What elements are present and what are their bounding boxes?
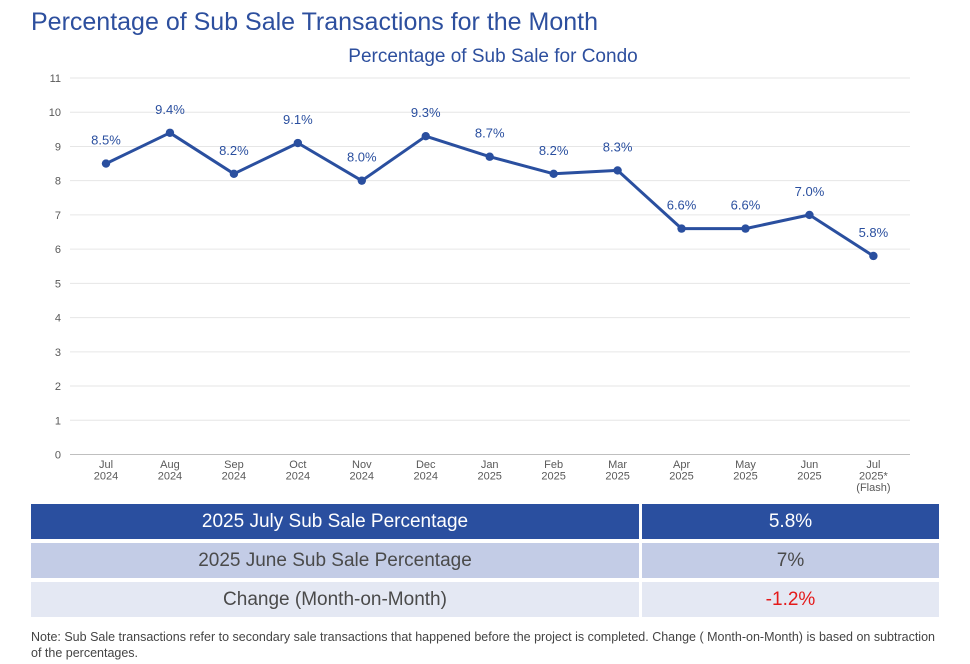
y-tick-label: 9 [55,141,61,153]
data-point [229,169,239,179]
data-label: 5.8% [859,225,889,240]
data-point [357,176,366,185]
data-label: 8.5% [91,133,121,148]
data-labels: 8.5% 9.4% 8.2% 9.1% 8.0% 9.3% 8.7% 8.2% 8.3% 6.6%… [91,102,888,240]
summary-label-july: 2025 July Sub Sale Percentage [31,504,642,539]
x-tick-label: Mar 2025 [605,459,629,483]
data-label: 8.2% [219,143,249,158]
x-axis-ticks: Jul 2024 Aug 2024 Sep 2024 Oct 2024 Nov 2024 Dec 20… [94,459,891,494]
y-tick-label: 0 [55,450,61,462]
data-point [485,152,494,161]
data-label: 9.4% [155,102,185,117]
data-point [165,128,175,137]
data-label: 6.6% [731,198,761,213]
data-point [805,210,814,220]
x-tick-label: Apr 2025 [669,459,693,483]
x-tick-label: Jul 2025* (Flash) [856,459,890,494]
data-label: 6.6% [667,198,697,213]
data-label: 9.3% [411,105,441,120]
chart-gridlines [70,77,910,455]
summary-value-july: 5.8% [642,504,939,539]
series-percentage-sub-sale [101,128,878,261]
x-tick-label: Nov 2024 [350,459,374,483]
y-tick-label: 4 [55,313,61,325]
data-label: 7.0% [795,184,825,199]
x-tick-label: Jun 2025 [797,459,821,483]
chart-title: Percentage of Sub Sale for Condo [348,46,637,67]
x-tick-label: Feb 2025 [541,459,565,483]
y-tick-label: 11 [50,73,61,85]
data-point [869,251,878,261]
summary-label-june: 2025 June Sub Sale Percentage [31,539,642,578]
footnote: Note: Sub Sale transactions refer to sec… [31,630,935,660]
data-point [613,166,622,175]
data-point [677,224,686,233]
data-point [549,169,558,179]
y-tick-label: 8 [55,176,61,188]
x-tick-label: Sep 2024 [222,459,246,483]
data-point [741,224,750,233]
summary-row-july: 2025 July Sub Sale Percentage 5.8% [31,504,939,539]
summary-row-change: Change (Month-on-Month) -1.2% [31,578,939,617]
data-point [293,138,303,148]
x-tick-label: Jan 2025 [477,459,501,483]
x-tick-label: Dec 2024 [414,459,438,483]
summary-table: 2025 July Sub Sale Percentage 5.8% 2025 … [31,504,939,617]
y-tick-label: 7 [55,210,61,222]
y-tick-label: 1 [55,415,61,427]
y-tick-label: 3 [55,347,61,359]
summary-value-change: -1.2% [642,578,939,617]
page-title: Percentage of Sub Sale Transactions for … [31,8,599,36]
summary-row-june: 2025 June Sub Sale Percentage 7% [31,539,939,578]
y-tick-label: 6 [55,244,61,256]
data-label: 8.7% [475,126,505,141]
data-label: 8.2% [539,143,569,158]
data-label: 8.3% [603,139,633,154]
x-tick-label: May 2025 [733,459,757,483]
data-label: 9.1% [283,112,313,127]
summary-label-change: Change (Month-on-Month) [31,578,642,617]
y-tick-label: 2 [55,381,61,393]
y-tick-label: 5 [55,278,61,290]
x-tick-label: Aug 2024 [158,459,182,483]
x-tick-label: Oct 2024 [286,459,310,483]
x-tick-label: Jul 2024 [94,459,118,483]
data-label: 8.0% [347,150,377,165]
summary-value-june: 7% [642,539,939,578]
data-point [101,159,111,168]
data-point [421,131,430,141]
sub-sale-line-chart: Percentage of Sub Sale for Condo 0 1 2 3 4 5 6… [49,46,910,494]
y-axis-ticks: 0 1 2 3 4 5 6 7 8 9 10 11 [49,73,61,462]
y-tick-label: 10 [49,107,61,119]
